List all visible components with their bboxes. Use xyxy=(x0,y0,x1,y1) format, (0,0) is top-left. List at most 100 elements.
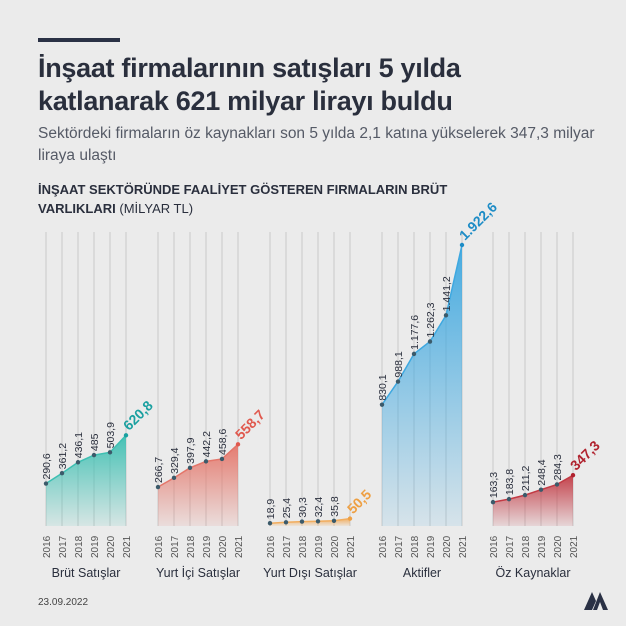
section-unit: (MİLYAR TL) xyxy=(115,201,194,216)
panel-3: 830,1 2016 988,1 2017 1.177,6 2018 1.262,3 2019… xyxy=(377,199,500,580)
year-tick-label: 2016 xyxy=(378,535,389,558)
area-1 xyxy=(158,444,238,526)
year-tick-label: 2021 xyxy=(234,535,245,558)
year-tick-label: 2021 xyxy=(458,535,469,558)
data-point xyxy=(554,482,560,487)
year-tick-label: 2020 xyxy=(442,535,453,558)
data-point xyxy=(219,456,225,462)
line-4 xyxy=(492,474,574,503)
year-tick-label: 2021 xyxy=(569,535,580,558)
data-point xyxy=(283,520,289,525)
year-tick-label: 2016 xyxy=(42,535,53,558)
section-title-text: İNŞAAT SEKTÖRÜNDE FAALİYET GÖSTEREN FIRM… xyxy=(38,182,448,216)
year-tick-label: 2020 xyxy=(218,535,229,558)
data-point xyxy=(506,496,512,502)
section-title: İNŞAAT SEKTÖRÜNDE FAALİYET GÖSTEREN FIRM… xyxy=(38,180,458,218)
series-name: Yurt İçi Satışlar xyxy=(156,566,240,580)
year-tick-label: 2019 xyxy=(90,535,101,558)
data-point xyxy=(315,519,321,524)
area-4 xyxy=(493,475,573,526)
data-label: 620,8 xyxy=(120,397,156,433)
data-point xyxy=(299,519,305,524)
line-2 xyxy=(269,517,351,524)
data-label: 30,3 xyxy=(297,497,309,518)
data-label: 361,2 xyxy=(57,443,69,469)
data-label: 284,3 xyxy=(552,454,564,480)
data-label: 436,1 xyxy=(73,432,85,458)
data-point xyxy=(427,339,433,344)
panel-0: 290,6 2016 361,2 2017 436,1 2018 485 2019 503,9 2… xyxy=(41,232,156,580)
data-label: 50,5 xyxy=(344,486,375,517)
data-label: 558,7 xyxy=(232,406,268,442)
data-point xyxy=(75,460,81,465)
year-tick-label: 2019 xyxy=(202,535,213,558)
year-tick-label: 2016 xyxy=(266,535,277,558)
data-point xyxy=(570,473,576,478)
data-point xyxy=(107,450,113,455)
year-tick-label: 2019 xyxy=(426,535,437,558)
data-point xyxy=(347,516,353,521)
year-tick-label: 2017 xyxy=(170,535,181,558)
data-point xyxy=(331,518,337,523)
line-0 xyxy=(45,434,127,485)
page-subtitle: Sektördeki firmaların öz kaynakları son … xyxy=(38,125,595,164)
data-label: 830,1 xyxy=(377,374,389,400)
year-tick-label: 2018 xyxy=(74,535,85,558)
data-point xyxy=(522,492,528,498)
data-label: 32,4 xyxy=(313,497,325,518)
year-tick-label: 2016 xyxy=(154,535,165,558)
area-2 xyxy=(270,518,350,526)
data-point xyxy=(267,521,273,526)
year-tick-label: 2021 xyxy=(346,535,357,558)
line-3 xyxy=(381,244,463,406)
series-name: Öz Kaynaklar xyxy=(495,566,570,580)
data-label: 183,8 xyxy=(504,469,516,495)
year-tick-label: 2019 xyxy=(314,535,325,558)
data-point xyxy=(443,313,449,318)
data-label: 35,8 xyxy=(329,496,341,517)
line-1 xyxy=(157,443,239,488)
data-label: 1.262,3 xyxy=(425,302,437,337)
data-point xyxy=(395,379,401,384)
data-label: 248,4 xyxy=(536,459,548,485)
data-label: 1.441,2 xyxy=(441,276,453,311)
data-label: 1.922,6 xyxy=(456,199,500,243)
area-0 xyxy=(46,435,126,526)
date-label: 23.09.2022 xyxy=(38,597,89,608)
year-tick-label: 2017 xyxy=(505,535,516,558)
data-point xyxy=(187,465,193,471)
data-point xyxy=(155,484,161,490)
data-label: 347,3 xyxy=(567,437,603,473)
data-label: 458,6 xyxy=(217,429,229,455)
data-point xyxy=(379,402,385,407)
data-label: 1.177,6 xyxy=(409,315,421,350)
year-tick-label: 2018 xyxy=(521,535,532,558)
data-point xyxy=(538,487,544,492)
data-label: 329,4 xyxy=(169,447,181,473)
year-tick-label: 2019 xyxy=(537,535,548,558)
year-tick-label: 2017 xyxy=(394,535,405,558)
data-label: 503,9 xyxy=(105,422,117,448)
data-point xyxy=(203,459,209,464)
year-tick-label: 2018 xyxy=(298,535,309,558)
data-label: 25,4 xyxy=(281,498,293,519)
year-tick-label: 2017 xyxy=(58,535,69,558)
year-tick-label: 2020 xyxy=(106,535,117,558)
data-label: 485 xyxy=(89,433,101,451)
data-point xyxy=(411,351,417,357)
data-point xyxy=(59,471,65,476)
year-tick-label: 2020 xyxy=(553,535,564,558)
year-tick-label: 2018 xyxy=(410,535,421,558)
aa-logo xyxy=(583,589,609,616)
page-title: İnşaat firmalarının satışları 5 yılda ka… xyxy=(38,53,461,116)
data-point xyxy=(459,242,465,248)
year-tick-label: 2020 xyxy=(330,535,341,558)
year-tick-label: 2021 xyxy=(122,535,133,558)
data-point xyxy=(235,442,241,447)
data-point xyxy=(490,499,496,505)
data-label: 290,6 xyxy=(41,453,53,479)
data-point xyxy=(123,433,129,438)
series-name: Brüt Satışlar xyxy=(52,566,121,580)
data-label: 266,7 xyxy=(153,457,165,483)
